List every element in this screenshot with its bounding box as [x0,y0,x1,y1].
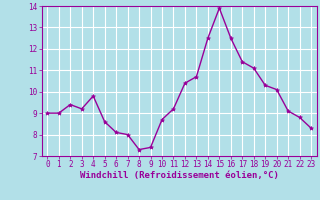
X-axis label: Windchill (Refroidissement éolien,°C): Windchill (Refroidissement éolien,°C) [80,171,279,180]
